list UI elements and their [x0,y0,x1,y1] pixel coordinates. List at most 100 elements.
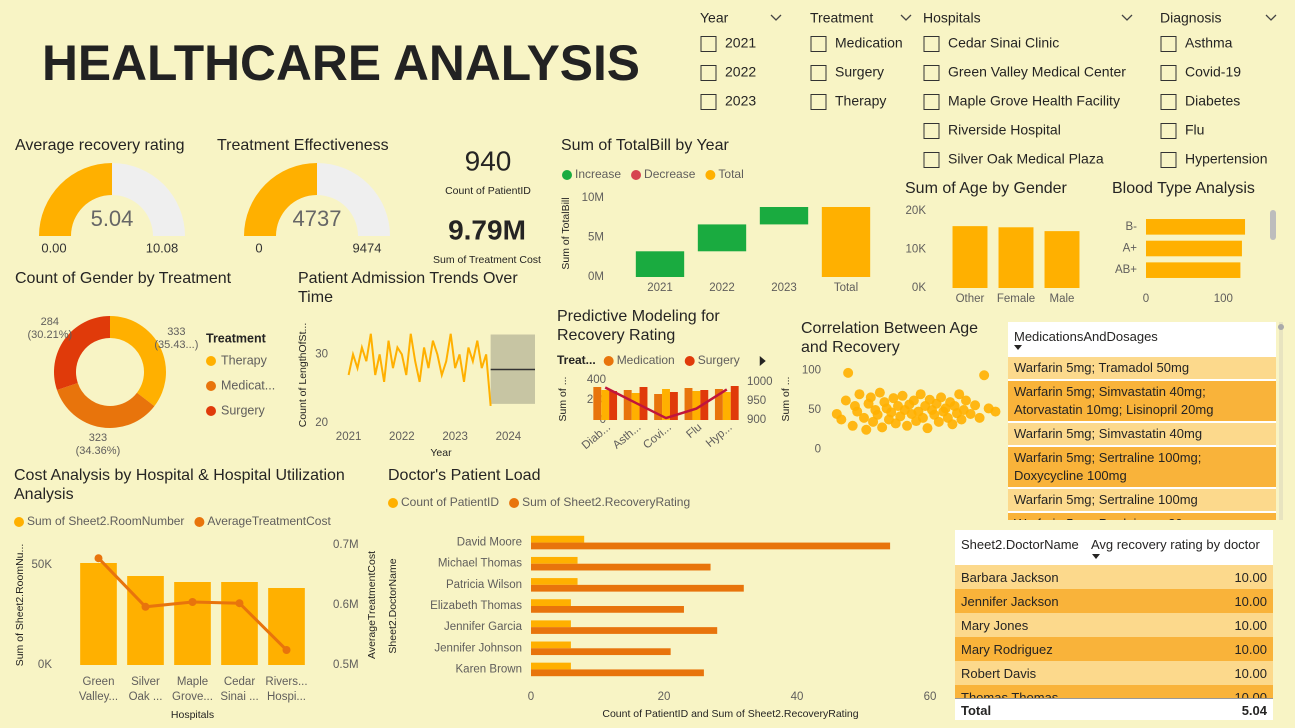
slicer-title: Treatment [810,10,873,26]
scatter-point [917,412,928,423]
y-tick-label: AB+ [1115,264,1137,276]
bar [1044,231,1080,288]
checkbox [810,94,827,110]
chart-title: Correlation Between Age and Recovery [801,320,978,356]
bar [730,386,739,420]
scatter-point [902,420,913,431]
bar [127,576,164,665]
scatter-point [888,393,899,404]
scatter-point [908,395,919,406]
x-tick-label: Green Valley... [78,676,119,703]
bar [952,226,988,288]
scatter-point [933,416,944,427]
checkbox [1160,65,1177,81]
table-header: MedicationsAndDosages [1008,322,1276,355]
checkbox [700,94,717,110]
checkbox [700,36,717,52]
x-tick-label: Other [956,293,985,305]
slicer-item: Asthma [1185,35,1233,51]
checkbox [923,94,940,110]
donut-slice [56,382,155,428]
legend-label: Therapy [221,353,268,367]
bar [654,394,663,420]
slicer-chevron [1121,14,1133,21]
slicer-item: Surgery [835,64,884,80]
x-tick-label: Maple Grove... [172,676,213,703]
bar [531,578,578,585]
legend-title: Treat... [557,353,596,367]
y-tick-label: 950 [747,395,766,407]
legend-marker [206,406,216,416]
y-tick-label: 20K [906,205,927,217]
chart-title: Patient Admission Trends Over Time [298,270,518,306]
y-tick-label: 50 [808,404,821,416]
x-tick-label: 2023 [771,282,797,294]
x-tick-label: Asth... [611,421,644,451]
table-row: Robert Davis 10.00 [955,661,1273,685]
axis-label: AverageTreatmentCost [366,551,378,659]
y-tick-label: 100 [802,365,821,377]
chart-title: Predictive Modeling for Recovery Rating [557,308,720,344]
table-row: Warfarin 5mg; Sertraline 100mg [1008,489,1276,511]
legend-marker [388,498,398,508]
checkbox [923,152,940,168]
x-tick-label: Flu [684,421,704,440]
y-tick-label: Michael Thomas [438,558,522,570]
table-cell: Mary Jones [961,617,1029,633]
slicer-title: Hospitals [923,10,981,26]
gauge-max: 10.08 [146,240,179,255]
y-tick-label: Karen Brown [456,663,522,675]
scrollbar-thumb [1278,324,1284,330]
table-header: Sheet2.DoctorName [961,537,1079,552]
y-tick-label: 0 [815,444,821,456]
table-row: Mary Jones 10.00 [955,613,1273,637]
sort-arrow [1014,345,1022,350]
scatter-point [954,389,965,400]
x-tick-label: 2022 [709,282,735,294]
slicer-item: 2021 [725,35,756,51]
bar [714,389,723,420]
slicer-item: Riverside Hospital [948,122,1061,138]
chart-title: Count of Gender by Treatment [15,270,232,287]
slicer-item: 2023 [725,93,756,109]
x-tick-label: 2023 [442,431,468,443]
checkbox [1160,152,1177,168]
y-tick-label: 20 [315,417,328,429]
checkbox [923,65,940,81]
scatter-point [915,389,926,400]
table-cell: 10.00 [1234,665,1267,681]
slicer-chevron [770,14,782,21]
slicer-item: Green Valley Medical Center [948,64,1126,80]
line-marker [235,599,244,608]
axis-label: Sum of ... [557,377,569,422]
checkbox [1160,36,1177,52]
y-tick-label: 30 [315,348,328,360]
x-tick-label: Covi... [641,421,674,451]
bar [609,391,618,420]
checkbox [1160,94,1177,110]
legend-marker [14,517,24,527]
y-tick-label: 0K [912,282,926,294]
bar [998,227,1034,288]
table-cell: 10.00 [1234,569,1267,585]
slicer-chevron [1265,14,1277,21]
bar [1146,262,1241,278]
x-tick-label: 60 [924,691,937,703]
table-row: Warfarin 5mg; Simvastatin 40mg; Atorvast… [1008,381,1276,421]
card-label: Sum of Treatment Cost [433,254,541,266]
scatter-point [840,395,851,406]
axis-label: Sum of ... [780,377,792,422]
table-cell: 10.00 [1234,689,1267,699]
legend-marker [631,170,642,180]
y-tick-label: Jennifer Johnson [434,642,522,654]
legend-label: Sum of Sheet2.RecoveryRating [522,495,690,509]
slicer-title: Diagnosis [1160,10,1221,26]
scatter-point [961,395,971,406]
table-cell: Robert Davis [961,665,1037,681]
page-title: HEALTHCARE ANALYSIS [42,35,640,91]
gauge-max: 9474 [353,240,382,255]
legend-label: AverageTreatmentCost [207,514,331,528]
waterfall-bar [821,207,871,277]
gauge-min: 0.00 [41,240,66,255]
x-tick-label: 0 [1143,293,1149,305]
